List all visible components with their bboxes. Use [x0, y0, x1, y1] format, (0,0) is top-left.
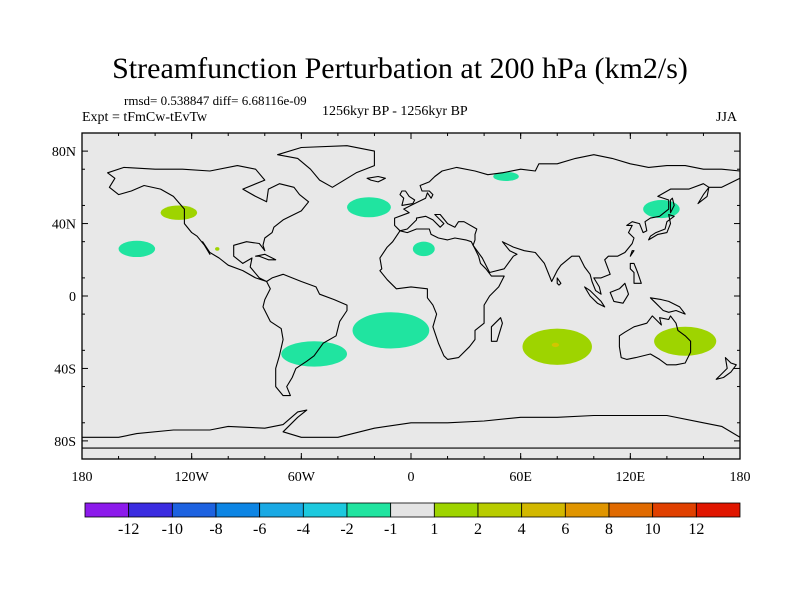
anomaly-east-pacific: [118, 240, 156, 258]
lat-tick-label: 40S: [54, 362, 76, 377]
anomaly-russia: [493, 171, 519, 181]
period-label: 1256kyr BP - 1256kyr BP: [322, 104, 468, 119]
colorbar-label: -2: [340, 521, 353, 538]
coastline-japan: [648, 213, 675, 241]
colorbar-label: 8: [605, 521, 613, 538]
coastline-antarctica: [82, 409, 740, 449]
colorbar-label: -4: [297, 521, 310, 538]
anomaly-north-africa: [412, 241, 435, 257]
coastline-new-zealand: [715, 357, 737, 380]
colorbar-label: 12: [688, 521, 704, 538]
coastline-eurasia: [394, 154, 740, 295]
colorbar-label: -10: [162, 521, 183, 538]
plot-title: Streamfunction Perturbation at 200 hPa (…: [112, 52, 688, 85]
coastline-sakhalin: [669, 197, 675, 214]
colorbar-swatch: [652, 502, 697, 518]
lon-tick-label: 120E: [616, 470, 646, 485]
lon-tick-label: 180: [72, 470, 93, 485]
colorbar-label: -1: [384, 521, 397, 538]
colorbar-swatch: [390, 502, 435, 518]
colorbar-label: 4: [518, 521, 526, 538]
colorbar-swatch: [608, 502, 654, 518]
colorbar-label: 6: [561, 521, 569, 538]
lat-tick-label: 0: [69, 290, 76, 305]
anomaly-mexico: [215, 247, 220, 251]
colorbar-label: 2: [474, 521, 482, 538]
lon-tick-label: 180: [730, 470, 751, 485]
coastline-south-america: [262, 273, 348, 397]
coastline-greenland: [277, 145, 375, 188]
coastline-new-guinea: [649, 297, 686, 315]
anomaly-south-america: [281, 341, 348, 367]
colorbar-label: 1: [430, 521, 438, 538]
colorbar-swatch: [128, 502, 173, 518]
coastline-iceland: [366, 175, 386, 183]
colorbar-swatch: [564, 502, 610, 518]
colorbar-label: -6: [253, 521, 266, 538]
coastline-north-america: [107, 165, 310, 283]
colorbar-label: -12: [118, 521, 139, 538]
lat-tick-label: 80S: [54, 435, 76, 450]
season-label: JJA: [716, 110, 738, 125]
coastline-madagascar: [490, 317, 503, 342]
lon-tick-label: 0: [408, 470, 415, 485]
colorbar-swatch: [695, 502, 741, 518]
coastline-sumatra: [584, 286, 606, 308]
lat-tick-label: 80N: [52, 145, 76, 160]
lon-tick-label: 60E: [509, 470, 532, 485]
map-contents: [82, 145, 740, 449]
coastline-borneo: [609, 282, 630, 304]
colorbar-swatch: [346, 502, 392, 518]
stats-text: rmsd= 0.538847 diff= 6.68116e-09: [124, 93, 307, 108]
colorbar-swatch: [215, 502, 261, 518]
colorbar-label: 10: [645, 521, 661, 538]
experiment-label: Expt = tFmCw-tEvTw: [82, 110, 208, 125]
coastline-cuba: [255, 253, 277, 261]
colorbar-swatch: [477, 502, 523, 518]
colorbar-swatch: [84, 502, 130, 518]
anomaly-indian-ocean-core: [551, 342, 560, 348]
anomaly-south-atlantic: [352, 312, 430, 349]
colorbar-swatch: [259, 502, 304, 518]
coastline-australia: [618, 315, 692, 366]
colorbar-swatch: [302, 502, 348, 518]
coastline-philippines: [629, 262, 642, 284]
anomaly-north-pacific: [160, 205, 198, 220]
anomaly-north-atlantic: [347, 197, 391, 218]
colorbar-swatch: [171, 502, 217, 518]
lon-tick-label: 120W: [175, 470, 210, 485]
colorbar-label: -8: [209, 521, 222, 538]
coastline-africa: [379, 228, 505, 360]
coastline-taiwan: [629, 250, 635, 257]
map-background: [82, 133, 740, 459]
coastline-great-britain: [399, 190, 416, 206]
colorbar-swatch: [433, 502, 479, 518]
coastline-sri-lanka: [556, 277, 562, 286]
lon-tick-label: 60W: [288, 470, 316, 485]
lat-tick-label: 40N: [52, 218, 76, 233]
anomaly-australia: [654, 326, 717, 356]
colorbar-swatch: [521, 502, 566, 518]
